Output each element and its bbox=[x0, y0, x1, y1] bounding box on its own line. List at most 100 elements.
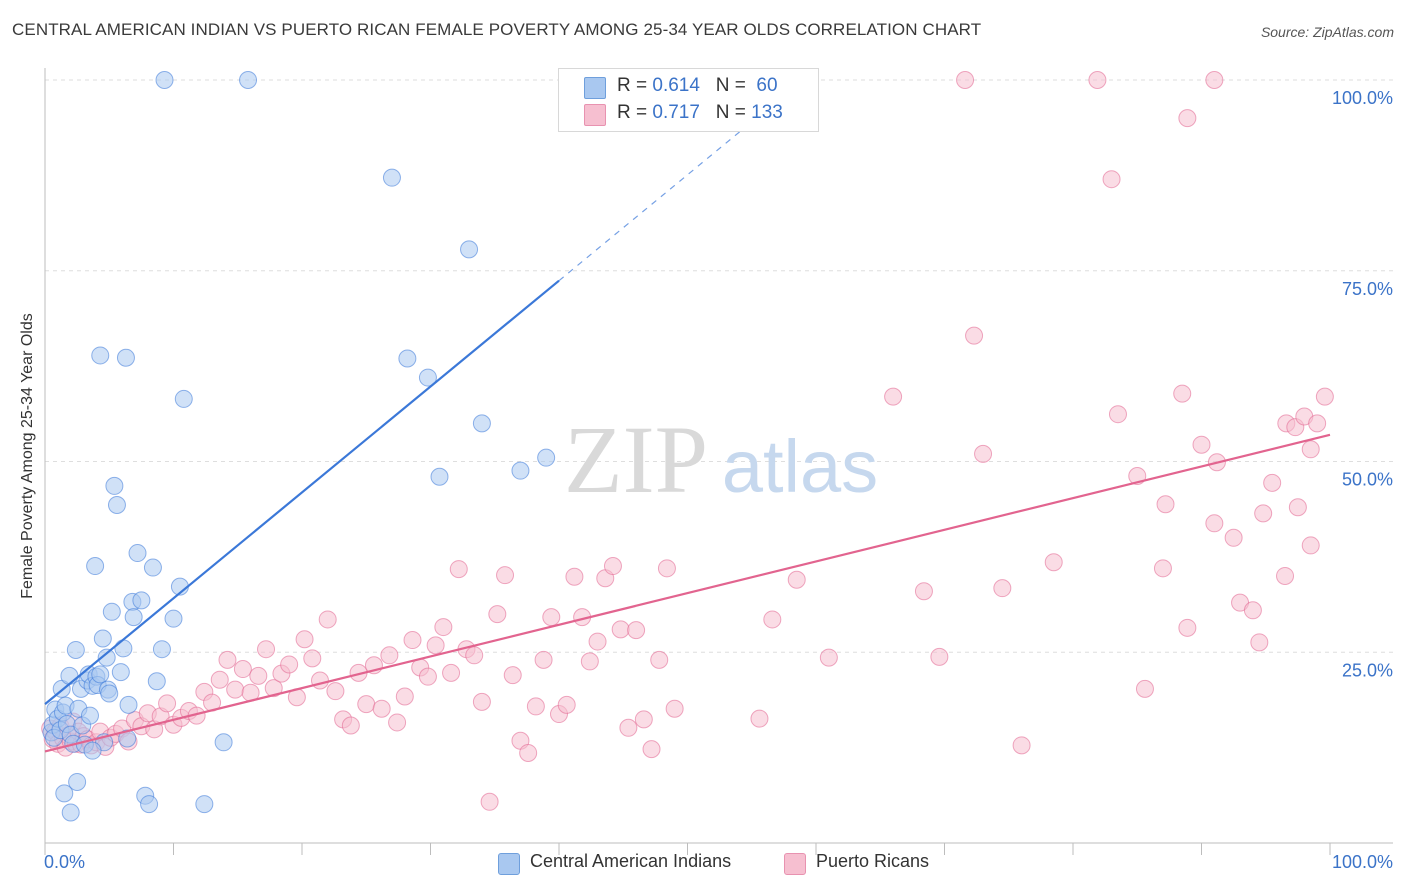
data-point bbox=[174, 389, 193, 408]
data-point bbox=[460, 240, 479, 259]
data-point bbox=[114, 639, 133, 658]
data-point bbox=[418, 368, 437, 387]
data-point bbox=[1301, 440, 1320, 459]
data-point bbox=[1276, 566, 1295, 585]
data-point bbox=[534, 650, 553, 669]
watermark: ZIP atlas bbox=[564, 406, 878, 513]
data-point bbox=[634, 710, 653, 729]
data-point bbox=[395, 687, 414, 706]
data-point bbox=[264, 679, 283, 698]
data-point bbox=[68, 772, 87, 791]
data-point bbox=[155, 71, 174, 89]
data-point bbox=[382, 168, 401, 187]
data-point bbox=[233, 660, 252, 679]
data-point bbox=[434, 618, 453, 637]
chart-title: CENTRAL AMERICAN INDIAN VS PUERTO RICAN … bbox=[12, 20, 982, 39]
data-point bbox=[118, 729, 137, 748]
data-point bbox=[66, 640, 85, 659]
data-point bbox=[1012, 736, 1031, 755]
data-point bbox=[1153, 559, 1172, 578]
data-point bbox=[588, 632, 607, 651]
data-point bbox=[1156, 495, 1175, 514]
legend-r-value: 0.717 bbox=[652, 102, 700, 123]
data-point bbox=[91, 665, 110, 684]
correlation-legend: R = 0.614 N = 60 R = 0.717 N = 133 bbox=[558, 68, 819, 132]
data-point bbox=[480, 792, 499, 811]
data-point bbox=[310, 671, 329, 690]
data-point bbox=[1178, 109, 1197, 128]
legend-n-value: 60 bbox=[751, 75, 778, 96]
data-point bbox=[107, 495, 126, 514]
data-point bbox=[650, 650, 669, 669]
data-point bbox=[1308, 414, 1327, 433]
data-point bbox=[1173, 384, 1192, 403]
data-point bbox=[218, 650, 237, 669]
data-point bbox=[965, 326, 984, 345]
data-point bbox=[526, 697, 545, 716]
data-point bbox=[61, 803, 80, 822]
data-point bbox=[280, 655, 299, 674]
data-point bbox=[93, 629, 112, 648]
data-point bbox=[249, 666, 268, 685]
legend-swatch-blue bbox=[584, 77, 606, 99]
data-point bbox=[83, 741, 102, 760]
data-point bbox=[542, 608, 561, 627]
data-point bbox=[239, 71, 258, 89]
data-point bbox=[750, 709, 769, 728]
data-point bbox=[303, 649, 322, 668]
data-point bbox=[472, 692, 491, 711]
data-point bbox=[105, 476, 124, 495]
watermark-zip: ZIP bbox=[564, 406, 708, 513]
y-tick-label: 50.0% bbox=[1342, 470, 1393, 490]
data-point bbox=[403, 631, 422, 650]
data-point bbox=[140, 795, 159, 814]
trend-lines bbox=[44, 121, 1331, 753]
data-point bbox=[611, 620, 630, 639]
data-point bbox=[884, 387, 903, 406]
data-point bbox=[380, 646, 399, 665]
puerto-ricans-points bbox=[41, 71, 1334, 811]
x-tick-label-min: 0.0% bbox=[44, 852, 86, 872]
trend-line-blue bbox=[44, 279, 560, 705]
data-point bbox=[627, 621, 646, 640]
data-point bbox=[195, 795, 214, 814]
data-point bbox=[1254, 504, 1273, 523]
data-point bbox=[1263, 473, 1282, 492]
data-point bbox=[787, 570, 806, 589]
data-point bbox=[257, 640, 276, 659]
data-point bbox=[993, 579, 1012, 598]
legend-n-value: 133 bbox=[751, 102, 783, 123]
gridlines bbox=[45, 79, 1393, 653]
bottom-legend-swatch-pink bbox=[784, 853, 806, 875]
trend-line-pink bbox=[44, 433, 1331, 753]
data-point bbox=[472, 414, 491, 433]
data-point bbox=[519, 743, 538, 762]
bottom-legend-label: Puerto Ricans bbox=[816, 851, 930, 871]
data-point bbox=[214, 733, 233, 752]
data-point bbox=[956, 71, 975, 89]
data-point bbox=[418, 667, 437, 686]
legend-n-label: N = bbox=[715, 102, 752, 123]
data-point bbox=[449, 560, 468, 579]
data-point bbox=[326, 682, 345, 701]
data-point bbox=[430, 467, 449, 486]
data-point bbox=[1288, 498, 1307, 517]
axes bbox=[44, 68, 1393, 855]
data-point bbox=[1224, 528, 1243, 547]
data-point bbox=[819, 648, 838, 667]
data-point bbox=[1205, 514, 1224, 533]
data-point bbox=[388, 713, 407, 732]
source-label: Source: ZipAtlas.com bbox=[1260, 24, 1394, 40]
bottom-legend-label: Central American Indians bbox=[530, 851, 732, 871]
data-point bbox=[80, 706, 99, 725]
data-point bbox=[1135, 679, 1154, 698]
data-point bbox=[442, 663, 461, 682]
data-point bbox=[341, 716, 360, 735]
data-point bbox=[580, 652, 599, 671]
watermark-atlas: atlas bbox=[722, 425, 878, 508]
data-point bbox=[1178, 618, 1197, 637]
data-point bbox=[426, 636, 445, 655]
legend-r-value: 0.614 bbox=[652, 75, 700, 96]
y-tick-label: 75.0% bbox=[1342, 279, 1393, 299]
